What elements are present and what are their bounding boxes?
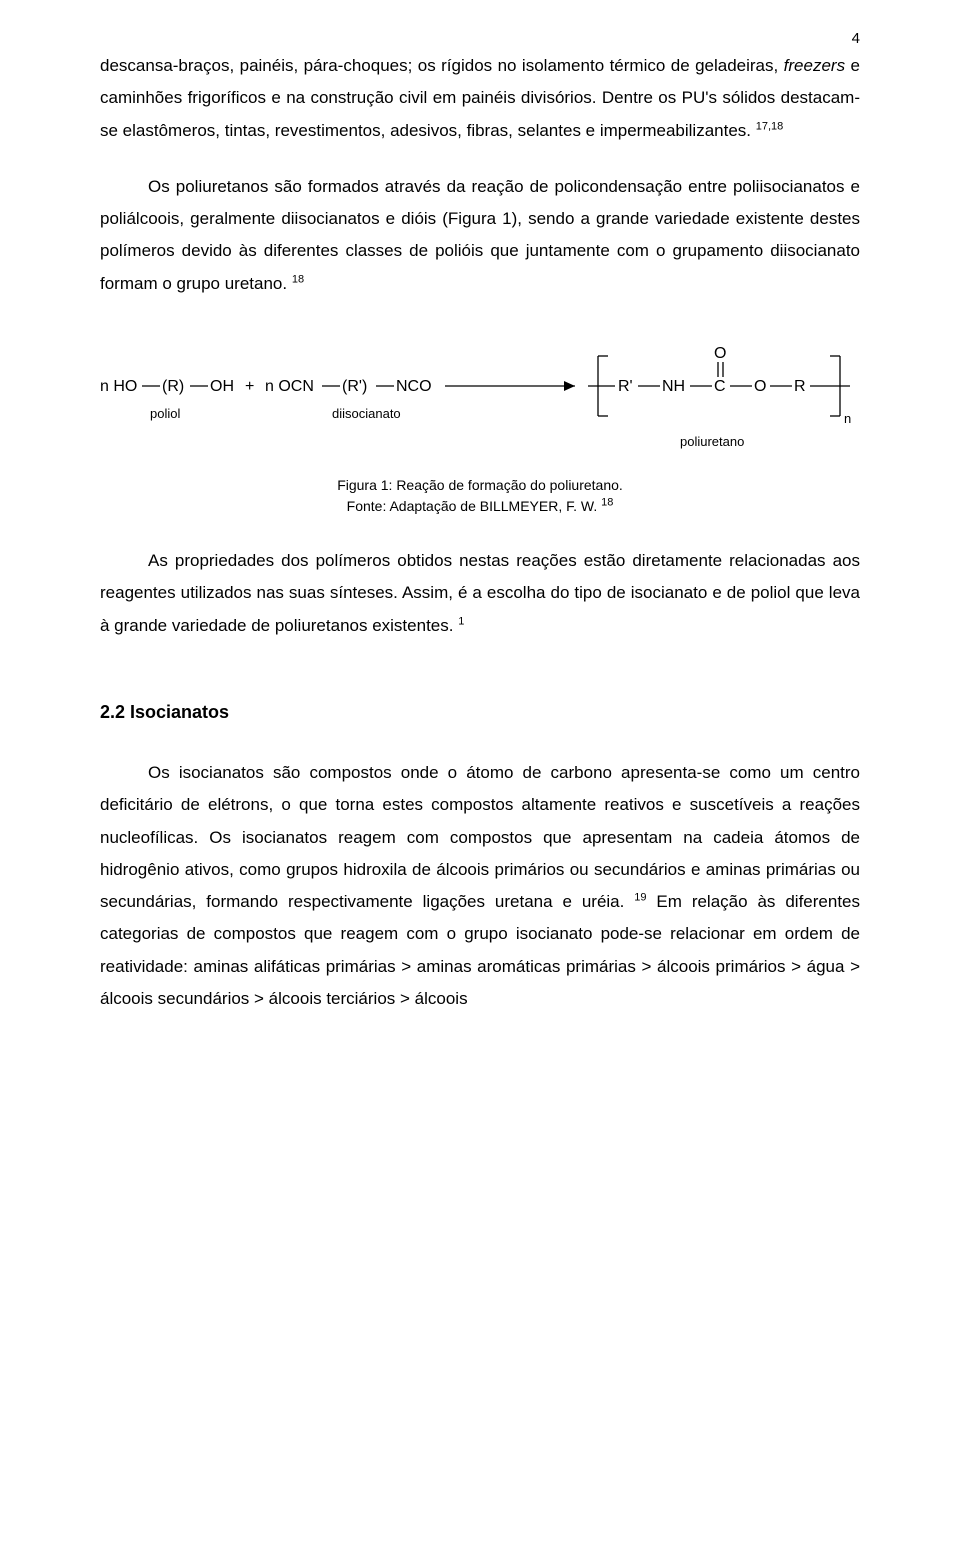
figure-caption-line2: Fonte: Adaptação de BILLMEYER, F. W. (347, 498, 601, 514)
fig-poliuretano-label: poliuretano (680, 434, 744, 449)
fig-n-ocn: n OCN (265, 378, 314, 395)
fig-diiso-label: diisocianato (332, 406, 401, 421)
fig-o-right: O (754, 378, 766, 395)
fig-poliol-label: poliol (150, 406, 180, 421)
p1-sup: 17,18 (756, 120, 784, 132)
fig-n-sub: n (844, 411, 851, 426)
fig-o-top: O (714, 345, 726, 362)
figure-caption: Figura 1: Reação de formação do poliuret… (100, 475, 860, 517)
paragraph-3: As propriedades dos polímeros obtidos ne… (100, 545, 860, 642)
fig-arrow-head (564, 381, 575, 391)
p1-text-a: descansa-braços, painéis, pára-choques; … (100, 56, 784, 75)
fig-nh: NH (662, 378, 685, 395)
figure-1: n HO (R) OH + n OCN (R') NCO poliol diis… (100, 336, 860, 517)
section-heading-2-2: 2.2 Isocianatos (100, 702, 860, 723)
fig-r-out: R (794, 378, 806, 395)
p3-text-a: As propriedades dos polímeros obtidos ne… (100, 551, 860, 635)
paragraph-4: Os isocianatos são compostos onde o átom… (100, 757, 860, 1015)
reaction-diagram: n HO (R) OH + n OCN (R') NCO poliol diis… (100, 336, 860, 466)
fig-plus: + (245, 378, 254, 395)
p3-sup: 1 (458, 615, 464, 627)
paragraph-2: Os poliuretanos são formados através da … (100, 171, 860, 300)
paragraph-1: descansa-braços, painéis, pára-choques; … (100, 50, 860, 147)
fig-oh: OH (210, 378, 234, 395)
p4-text-a: Os isocianatos são compostos onde o átom… (100, 763, 860, 911)
page: 4 descansa-braços, painéis, pára-choques… (0, 0, 960, 1542)
fig-r: (R) (162, 378, 184, 395)
p4-sup: 19 (634, 892, 646, 904)
page-number: 4 (852, 30, 860, 47)
figure-caption-sup: 18 (601, 496, 613, 508)
fig-n-ho: n HO (100, 378, 137, 395)
p1-italic: freezers (784, 56, 845, 75)
figure-caption-line1: Figura 1: Reação de formação do poliuret… (337, 477, 623, 493)
p2-text-a: Os poliuretanos são formados através da … (100, 177, 860, 293)
fig-c: C (714, 378, 726, 395)
fig-rp-out: R' (618, 378, 633, 395)
fig-rp: (R') (342, 378, 367, 395)
p2-sup: 18 (292, 273, 304, 285)
fig-nco: NCO (396, 378, 432, 395)
